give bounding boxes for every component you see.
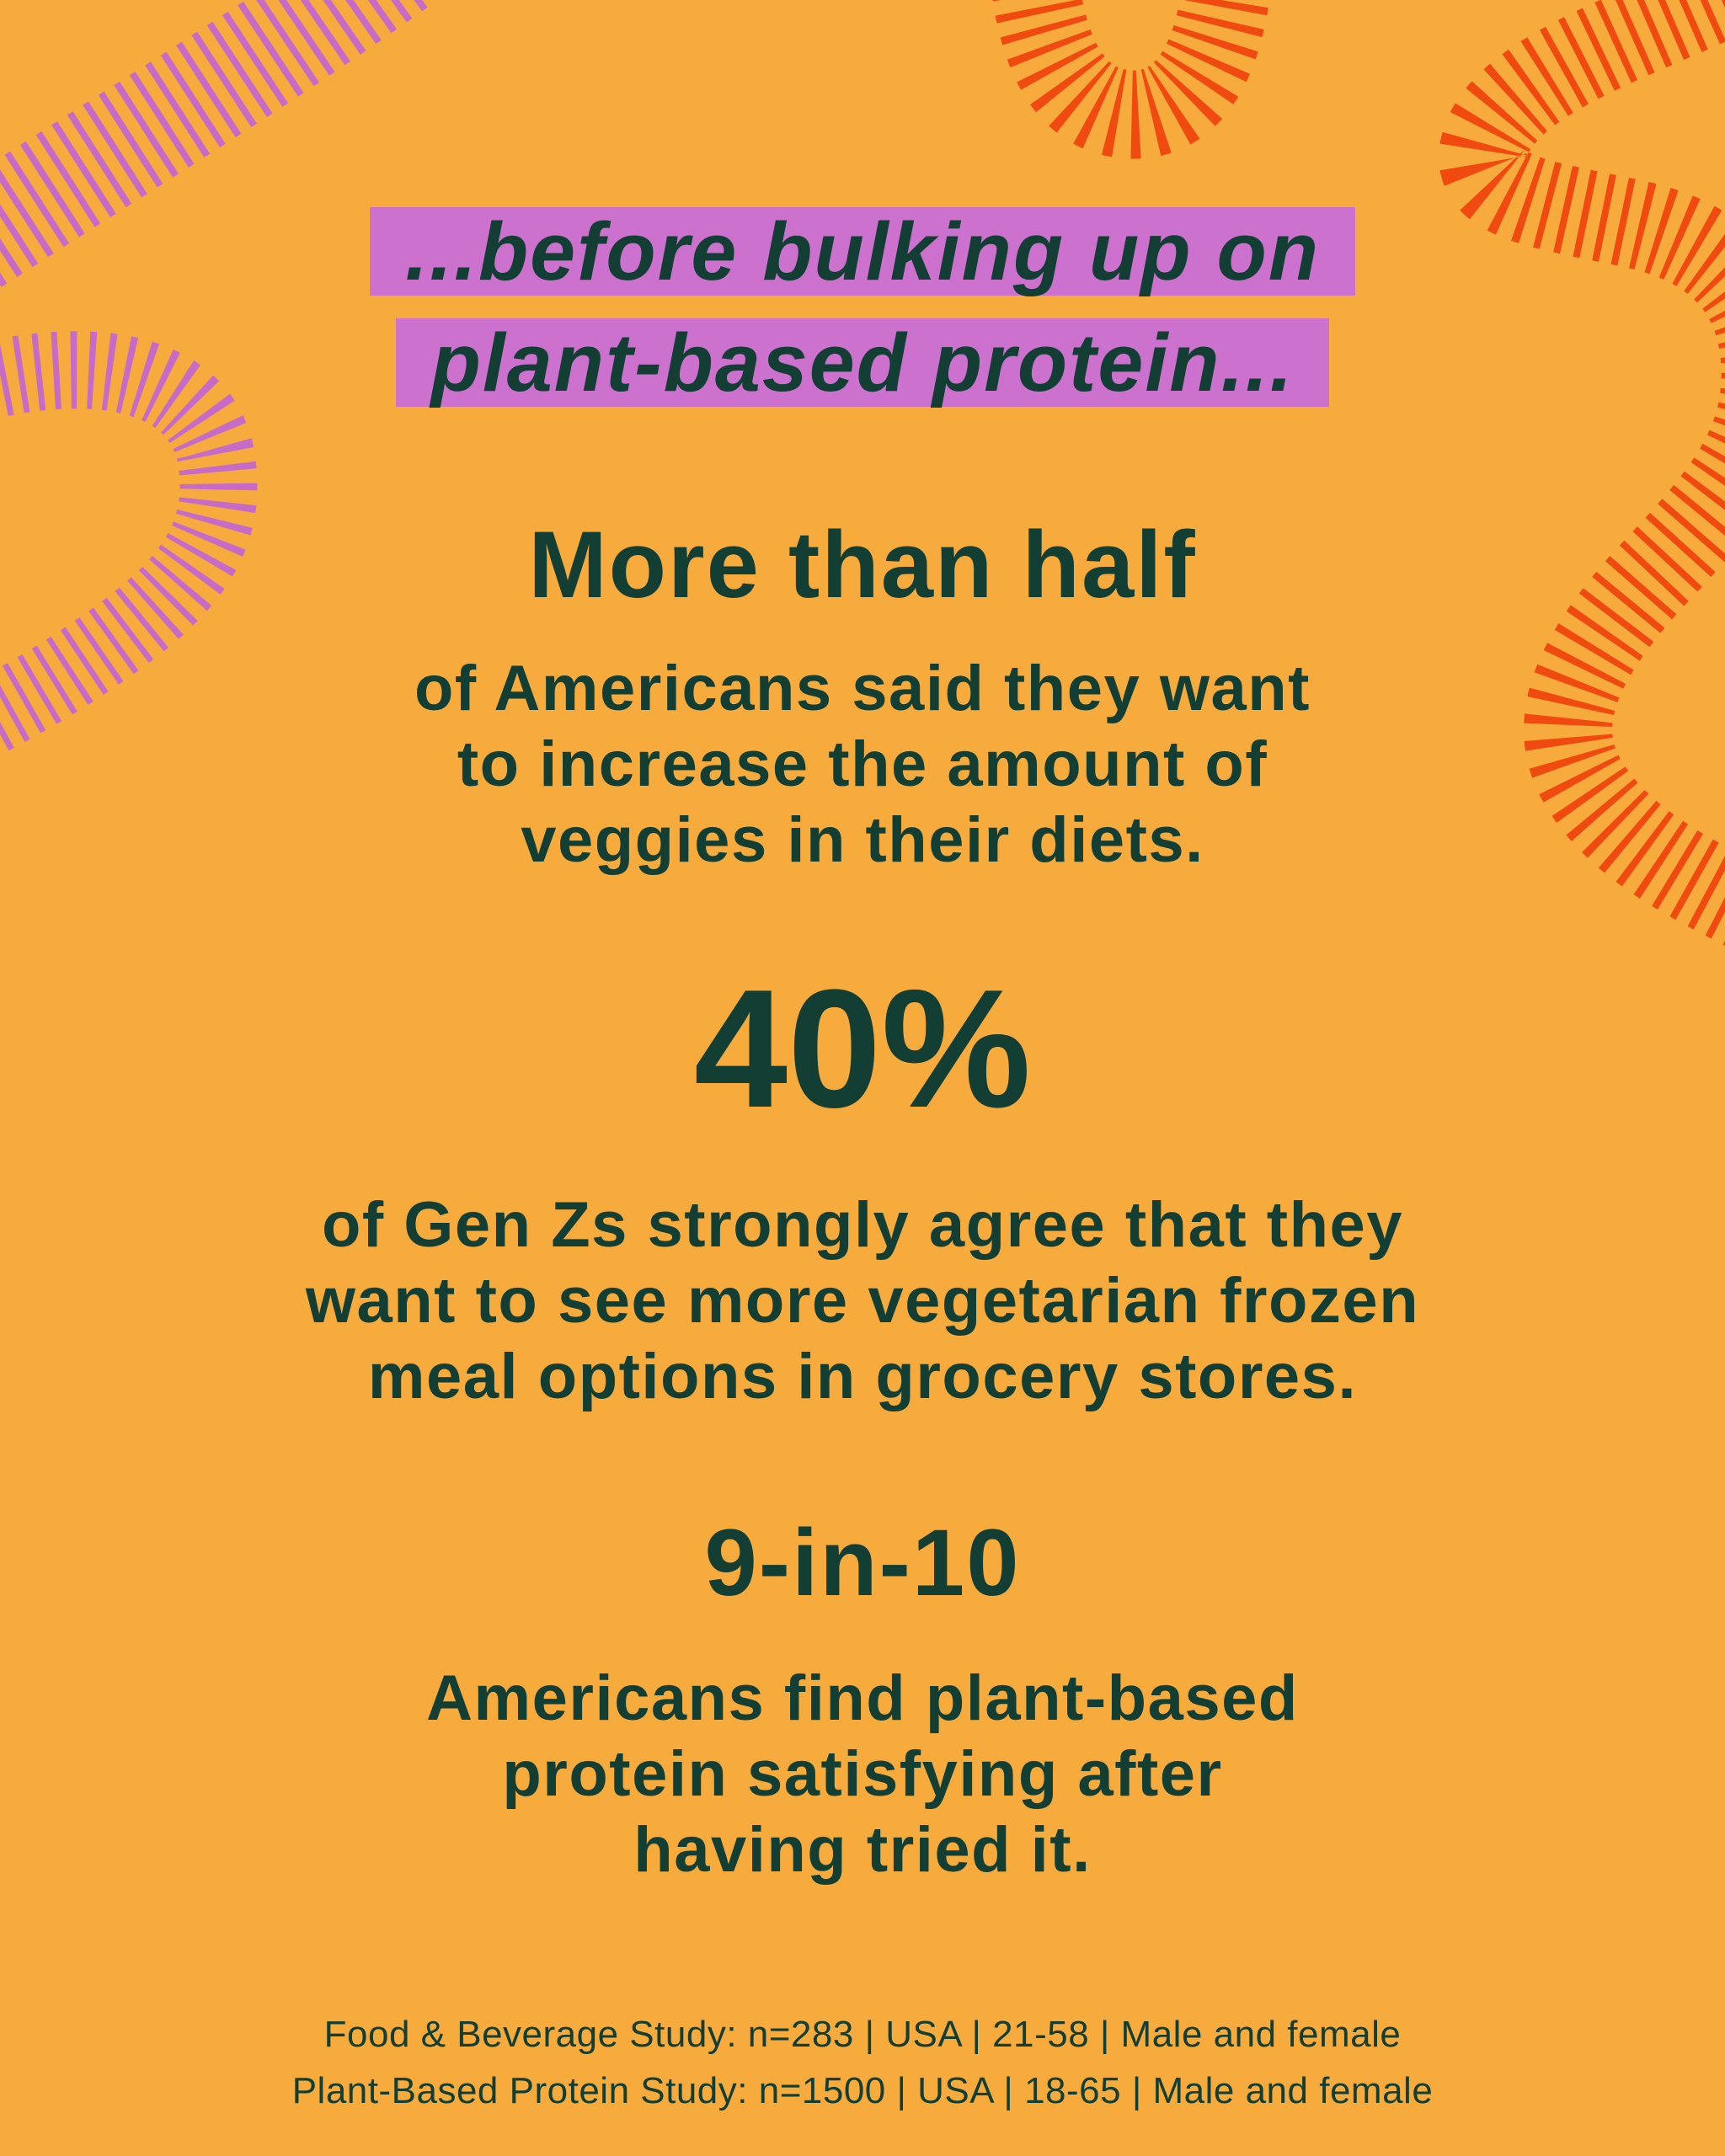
- stat-line: veggies in their diets.: [521, 804, 1204, 876]
- headline-highlight-2: plant-based protein...: [395, 318, 1330, 407]
- footnote-study-2: Plant-Based Protein Study: n=1500 | USA …: [291, 2070, 1434, 2111]
- headline-line-2: plant-based protein...: [0, 316, 1725, 410]
- stat-line: want to see more vegetarian frozen: [305, 1265, 1420, 1337]
- stat-line: of Americans said they want: [414, 653, 1311, 724]
- footnotes: Food & Beverage Study: n=283 | USA | 21-…: [0, 2006, 1725, 2119]
- stat-line: having tried it.: [633, 1814, 1092, 1886]
- stat-heading-more-than-half: More than half: [528, 512, 1197, 617]
- headline: ...before bulking up on plant-based prot…: [0, 205, 1725, 427]
- headline-line-1: ...before bulking up on: [0, 205, 1725, 299]
- stat-line: of Gen Zs strongly agree that they: [321, 1189, 1404, 1261]
- stat-line: protein satisfying after: [502, 1738, 1223, 1810]
- stat-body-gen-z-frozen-meals: of Gen Zs strongly agree that they want …: [0, 1187, 1725, 1415]
- stat-line: to increase the amount of: [457, 728, 1268, 800]
- headline-highlight-1: ...before bulking up on: [369, 207, 1355, 296]
- stat-body-plant-based-satisfying: Americans find plant-based protein satis…: [0, 1661, 1725, 1888]
- stat-heading-9-in-10: 9-in-10: [704, 1510, 1021, 1615]
- stat-heading-40-percent: 40%: [693, 955, 1032, 1143]
- decorative-ribbon-loop-top: [992, 0, 1270, 159]
- stat-line: Americans find plant-based: [426, 1662, 1299, 1734]
- stat-body-veggies: of Americans said they want to increase …: [0, 651, 1725, 878]
- footnote-study-1: Food & Beverage Study: n=283 | USA | 21-…: [323, 2014, 1402, 2055]
- stat-line: meal options in grocery stores.: [367, 1341, 1358, 1412]
